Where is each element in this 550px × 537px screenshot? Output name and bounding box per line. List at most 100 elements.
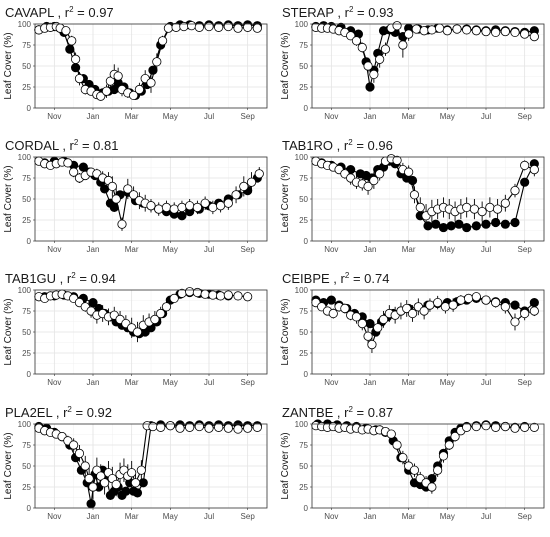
data-point [326, 295, 336, 305]
data-point [363, 181, 373, 191]
x-tick-label: Jul [481, 112, 491, 121]
y-axis-label: Leaf Cover (%) [3, 32, 14, 99]
data-point [351, 312, 362, 322]
panel-title: STERAP , r2 = 0.93 [282, 5, 394, 20]
x-tick-label: Mar [402, 378, 416, 387]
data-point [440, 302, 450, 312]
data-point [84, 473, 94, 484]
data-point [510, 317, 520, 327]
y-tick-label: 100 [295, 286, 309, 295]
data-point [491, 297, 501, 308]
data-point [510, 217, 520, 228]
data-point [450, 431, 460, 442]
r2-value: = 0.74 [349, 271, 389, 286]
data-point [78, 162, 88, 172]
data-point [409, 190, 420, 200]
panel-title: TAB1GU , r2 = 0.94 [5, 271, 116, 286]
y-tick-label: 0 [27, 504, 32, 513]
data-point [107, 181, 117, 191]
data-point [161, 202, 172, 212]
y-tick-label: 0 [304, 370, 309, 379]
y-tick-label: 50 [22, 62, 31, 71]
plot-border [311, 23, 545, 109]
y-tick-label: 0 [304, 504, 309, 513]
plot-border [311, 289, 545, 375]
y-axis-label: Leaf Cover (%) [3, 432, 14, 499]
x-tick-label: May [163, 512, 178, 521]
panel-title-name: CAVAPL [5, 5, 54, 20]
data-point [223, 290, 233, 300]
data-point [252, 23, 262, 33]
data-point [204, 423, 214, 433]
data-point [243, 423, 253, 433]
data-point [100, 184, 110, 194]
data-point [192, 202, 202, 212]
data-point [444, 440, 454, 450]
data-point [74, 74, 85, 84]
data-point [398, 452, 408, 463]
panel-title: TAB1RO , r2 = 0.96 [282, 138, 393, 153]
x-tick-label: Mar [125, 512, 139, 521]
data-point [448, 300, 458, 310]
x-tick-label: Nov [324, 512, 338, 521]
data-point [471, 26, 481, 36]
x-tick-label: Jan [364, 112, 377, 121]
y-tick-label: 75 [22, 174, 31, 183]
data-point [252, 422, 262, 432]
data-point [471, 221, 481, 231]
data-point [136, 465, 146, 475]
x-tick-label: May [440, 112, 455, 121]
data-point [404, 29, 414, 39]
data-point [419, 26, 429, 36]
data-point [500, 302, 510, 312]
data-point [74, 448, 85, 458]
data-point [402, 303, 412, 314]
x-tick-label: Nov [47, 512, 61, 521]
plot-border [34, 289, 268, 375]
y-tick-label: 25 [299, 216, 308, 225]
data-point [214, 22, 224, 32]
data-point [452, 24, 462, 34]
plot-border [311, 156, 545, 242]
x-tick-label: Jul [481, 512, 491, 521]
data-point [200, 289, 210, 299]
r2-label: r [63, 405, 68, 420]
plot-border [34, 23, 268, 109]
x-tick-label: Mar [402, 245, 416, 254]
panel-title-comma: , [330, 271, 341, 286]
data-point [127, 468, 137, 478]
data-point [146, 78, 156, 88]
y-tick-label: 25 [299, 83, 308, 92]
r2-value: = 0.93 [353, 5, 393, 20]
data-point [378, 314, 389, 324]
data-point [67, 36, 77, 46]
x-tick-label: Jan [87, 245, 100, 254]
data-point [481, 295, 491, 305]
y-axis-label: Leaf Cover (%) [280, 432, 291, 499]
x-tick-label: Sep [518, 112, 533, 121]
data-point [185, 422, 195, 432]
data-point [185, 201, 195, 211]
data-point [111, 194, 121, 204]
plot-border [34, 156, 268, 242]
y-tick-label: 25 [22, 483, 31, 492]
data-point [423, 221, 433, 231]
data-point [223, 423, 233, 433]
plot-border [311, 423, 545, 509]
data-point [380, 44, 391, 54]
data-point [88, 482, 98, 492]
data-point [223, 198, 233, 208]
data-point [365, 82, 375, 92]
data-point [150, 314, 160, 324]
data-point [529, 31, 539, 42]
data-point [415, 202, 425, 212]
data-point [243, 292, 253, 302]
data-point [165, 421, 175, 431]
panel-title: ZANTBE , r2 = 0.87 [282, 405, 393, 420]
r2-superscript: 2 [348, 138, 353, 147]
data-point [214, 422, 224, 432]
y-tick-label: 0 [27, 370, 32, 379]
data-point [208, 290, 218, 300]
y-axis-label: Leaf Cover (%) [280, 32, 291, 99]
data-point [491, 217, 501, 228]
